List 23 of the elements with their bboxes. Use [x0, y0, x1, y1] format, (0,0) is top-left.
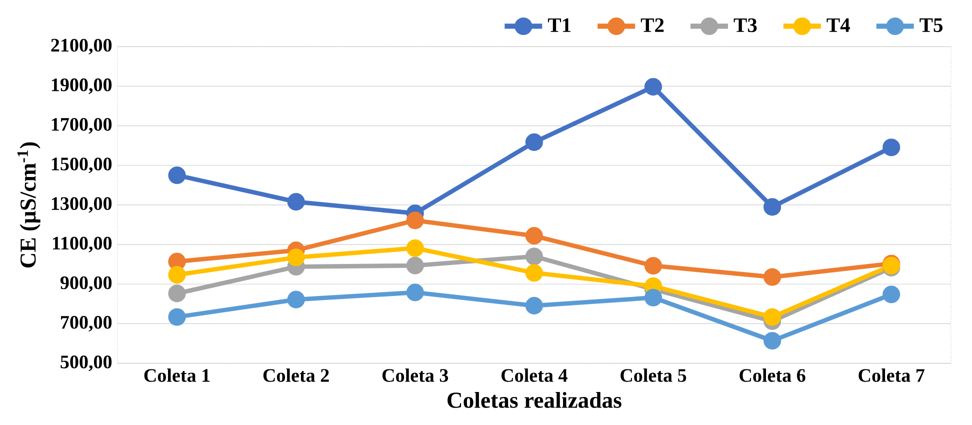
x-tick-label: Coleta 2	[263, 368, 329, 382]
y-tick-label: 500,00	[60, 355, 112, 371]
y-tick-label: 700,00	[61, 316, 112, 332]
x-axis-title: Coletas realizadas	[448, 392, 622, 408]
y-tick-label: 1300,00	[52, 197, 112, 213]
y-tick-label: 1500,00	[52, 157, 112, 174]
legend-label: T3	[734, 18, 757, 32]
x-tick-label: Coleta 4	[502, 368, 568, 382]
y-tick-label: 2100,00	[51, 38, 112, 54]
x-tick-label: Coleta 5	[620, 368, 686, 382]
y-tick-label: 1100,00	[52, 236, 112, 252]
x-tick-label: Coleta 7	[858, 368, 924, 382]
y-axis-title: CE (µS/cm$^{-1}$)	[17, 142, 40, 268]
legend-label: T1	[548, 18, 571, 32]
x-tick-label: Coleta 1	[144, 368, 210, 382]
x-tick-label: Coleta 3	[382, 368, 448, 382]
legend-label: T4	[826, 18, 850, 32]
legend-label: T2	[640, 18, 664, 32]
y-tick-label: 900,00	[60, 276, 112, 292]
y-tick-label: 1700,00	[52, 118, 112, 134]
y-tick-label: 1900,00	[52, 78, 112, 94]
x-tick-label: Coleta 6	[740, 368, 806, 382]
legend-label: T5	[920, 18, 943, 32]
